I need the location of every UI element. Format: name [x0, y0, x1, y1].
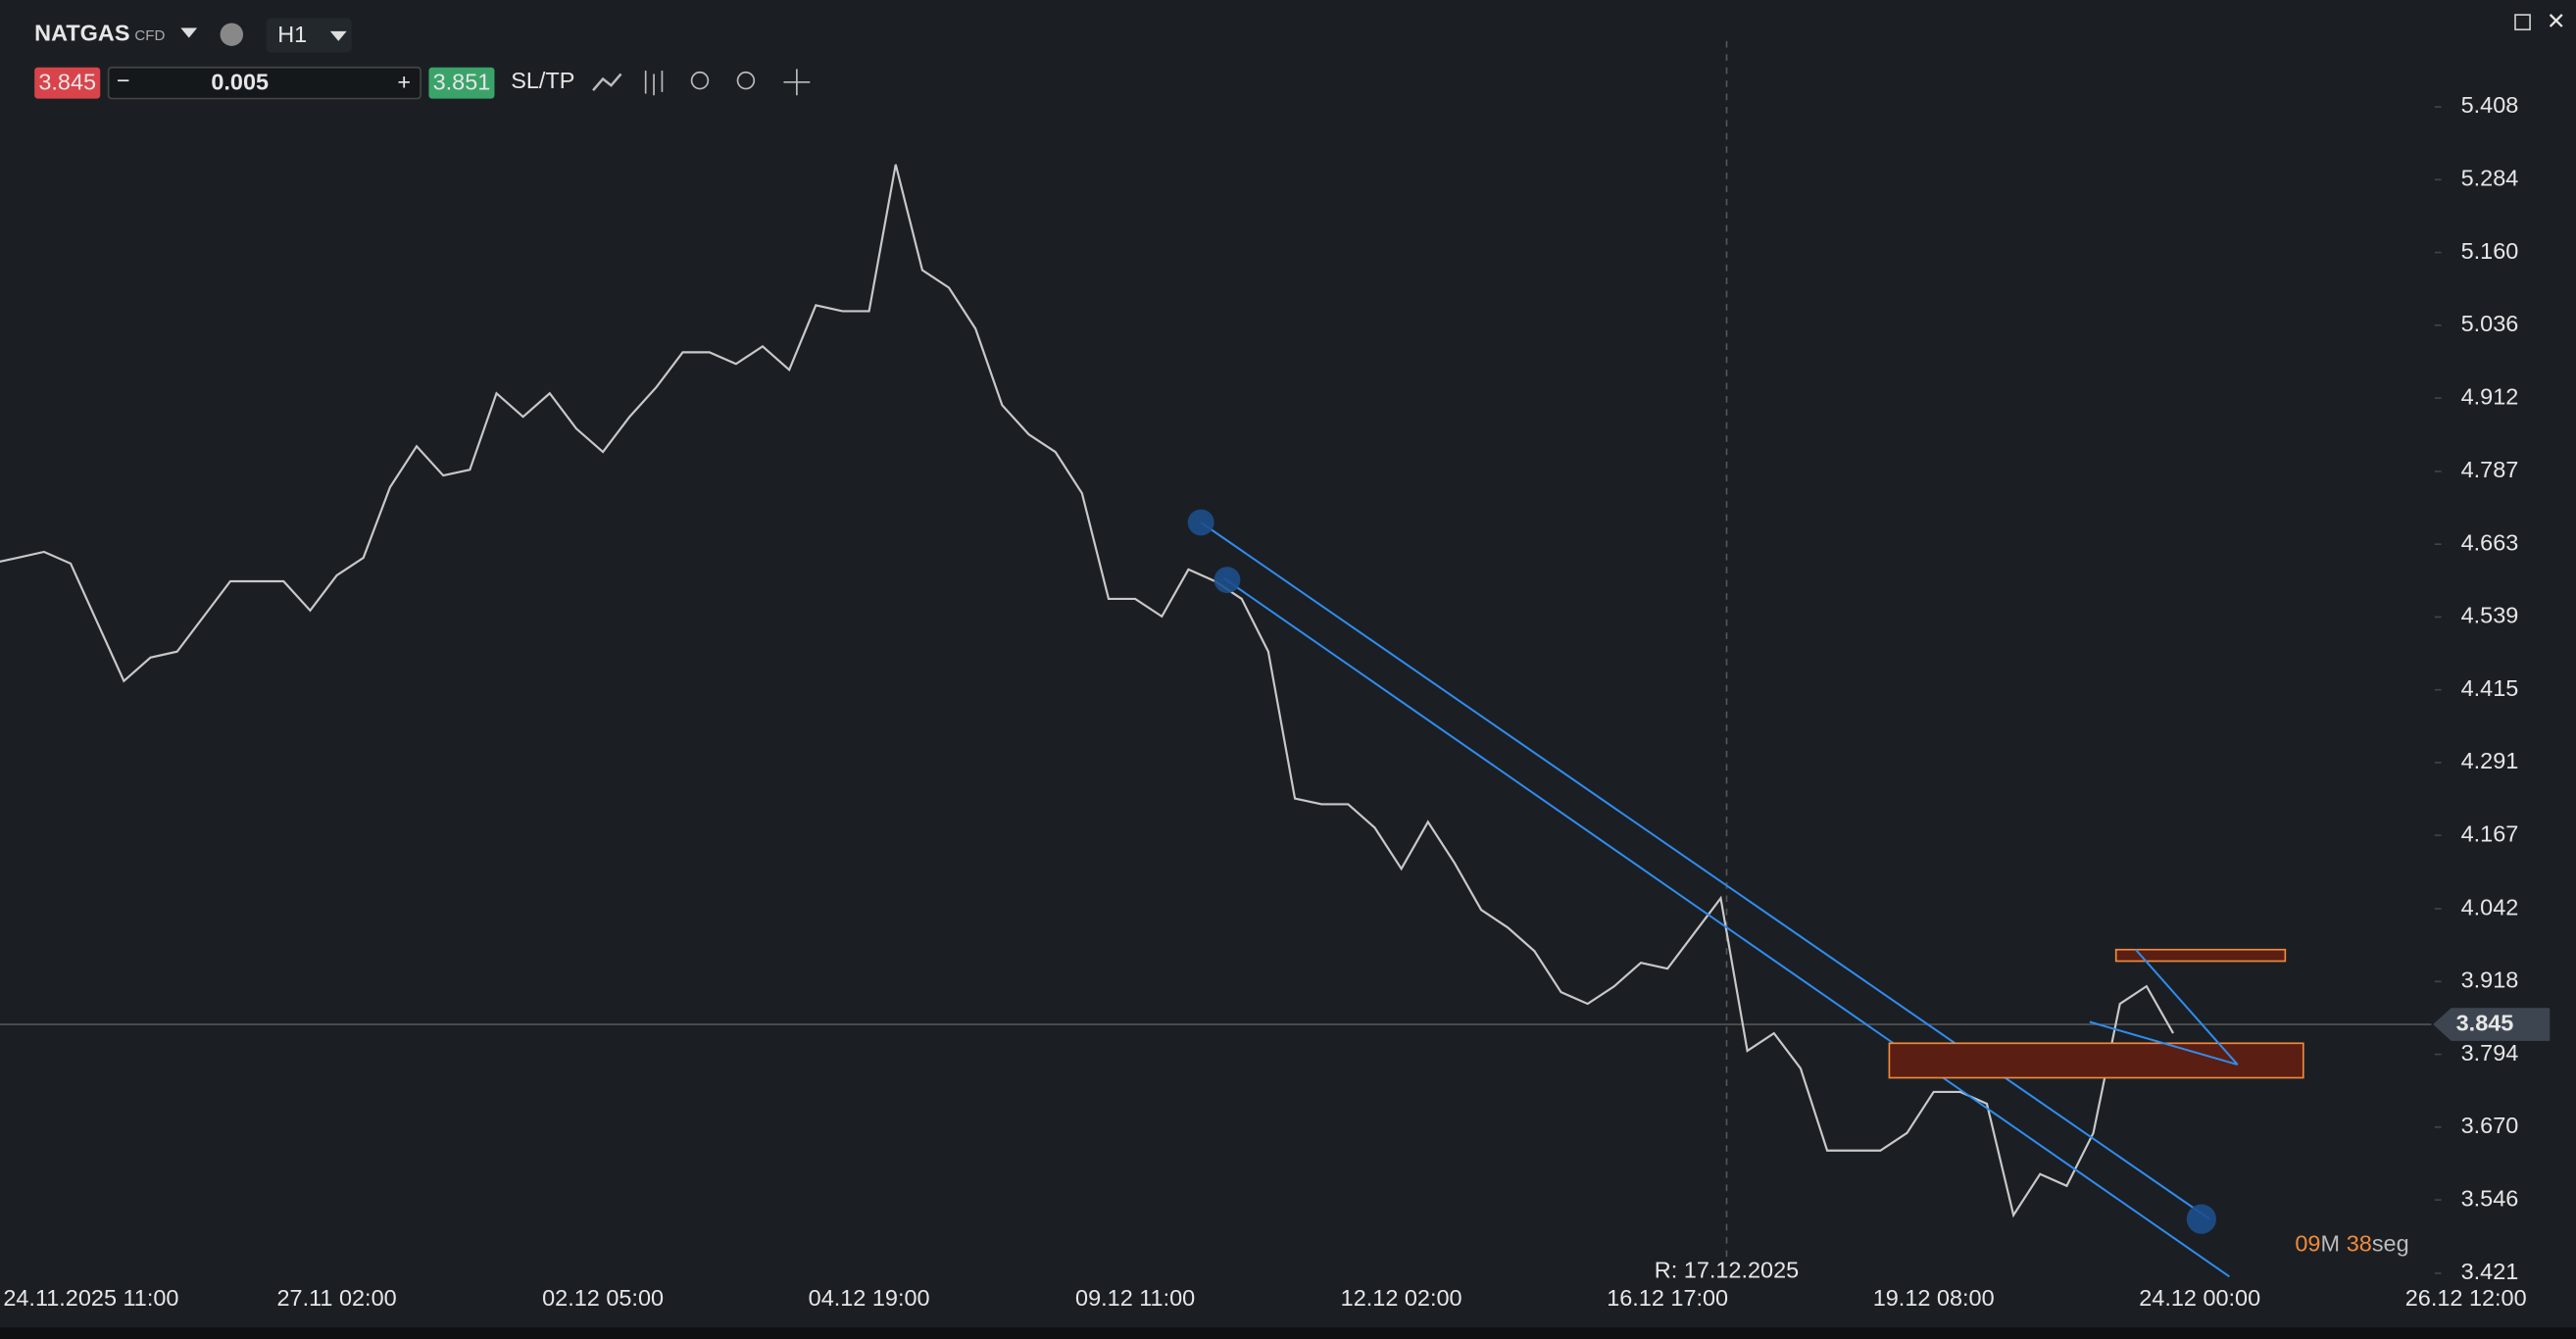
zone-rect[interactable]: [2114, 948, 2287, 963]
handle[interactable]: [2186, 1204, 2216, 1234]
timeframe[interactable]: H1: [277, 22, 307, 47]
x-tick-label: 24.12 00:00: [2139, 1285, 2260, 1311]
y-tick-label: 3.421: [2461, 1259, 2519, 1284]
price-line: [0, 164, 2174, 1218]
price-tag: [2433, 1008, 2551, 1041]
annotation: R: 17.12.2025: [1655, 1257, 1799, 1282]
y-tick-label: 4.167: [2461, 820, 2519, 846]
y-tick-label: 3.918: [2461, 967, 2519, 993]
sell-price[interactable]: 3.845: [38, 70, 96, 95]
x-tick-label: 04.12 19:00: [809, 1285, 930, 1311]
x-tick-label: 27.11 02:00: [277, 1285, 397, 1311]
x-tick-label: 02.12 05:00: [542, 1285, 664, 1311]
dropdown-arrow[interactable]: [180, 27, 198, 38]
drawings: [1187, 509, 2304, 1278]
dropdown-arrow[interactable]: [329, 30, 347, 41]
x-tick-label: 09.12 11:00: [1075, 1285, 1195, 1311]
timer-unit: seg: [2372, 1231, 2409, 1257]
y-tick-label: 4.539: [2461, 603, 2519, 628]
window-button[interactable]: [2514, 14, 2531, 31]
y-tick-label: 4.787: [2461, 457, 2519, 482]
minus[interactable]: −: [117, 68, 130, 93]
current-price-label: 3.845: [2456, 1010, 2514, 1035]
x-tick-label: 12.12 02:00: [1341, 1285, 1462, 1311]
plot-area: 5.408 5.284 5.160 5.036 4.912 4.787 4.663 4.539…: [0, 40, 2551, 1311]
buy-button[interactable]: [428, 67, 495, 99]
trend-line[interactable]: [1223, 577, 2230, 1278]
handle[interactable]: [1214, 567, 1241, 594]
trend-line[interactable]: [1200, 521, 2210, 1220]
sell-button[interactable]: [34, 67, 101, 99]
y-tick-label: 3.794: [2461, 1040, 2519, 1066]
y-tick-label: 5.160: [2461, 238, 2519, 264]
y-tick-label: 3.670: [2461, 1113, 2519, 1138]
instrument-type: CFD: [134, 27, 165, 44]
zone-rect[interactable]: [1888, 1042, 2304, 1079]
y-tick-label: 5.284: [2461, 166, 2519, 191]
info-icon[interactable]: [220, 23, 244, 46]
y-tick-label: 5.036: [2461, 311, 2519, 336]
timer-unit: M: [2320, 1231, 2340, 1257]
zoom-out[interactable]: [690, 71, 710, 90]
bottom-bar: [0, 1327, 2576, 1339]
plus[interactable]: +: [397, 70, 411, 95]
timer: 09M 38seg: [2295, 1231, 2408, 1257]
x-tick-label: 26.12 12:00: [2405, 1285, 2527, 1311]
x-tick-label: 19.12 08:00: [1873, 1285, 1995, 1311]
buy-price[interactable]: 3.851: [433, 70, 491, 95]
close-button[interactable]: ✕: [2547, 9, 2566, 34]
lot-input[interactable]: [107, 66, 421, 100]
y-tick-label: 4.663: [2461, 529, 2519, 555]
y-tick-label: 3.546: [2461, 1185, 2519, 1211]
zoom-in[interactable]: [736, 71, 756, 90]
y-tick-label: 4.291: [2461, 748, 2519, 773]
timer-minutes: 09: [2295, 1231, 2320, 1257]
line-icon[interactable]: [592, 73, 622, 92]
move-icon[interactable]: [783, 69, 811, 96]
trend-line[interactable]: [2089, 1020, 2239, 1066]
symbol[interactable]: NATGAS: [34, 20, 129, 45]
x-tick-label: 16.12 17:00: [1607, 1285, 1728, 1311]
candle-icon[interactable]: [644, 71, 664, 96]
toolbar: NATGAS CFD H1 3.845 − 0.005 + 3.851 SL/T…: [34, 9, 2566, 100]
sl-tp[interactable]: SL/TP: [511, 68, 574, 93]
y-tick-label: 4.415: [2461, 675, 2519, 701]
y-tick-label: 5.408: [2461, 92, 2519, 118]
y-tick-label: 4.042: [2461, 894, 2519, 919]
trend-line[interactable]: [2135, 949, 2239, 1066]
timeframe-box[interactable]: [266, 18, 352, 53]
y-tick-label: 4.912: [2461, 383, 2519, 409]
timer-seconds: 38: [2347, 1231, 2372, 1257]
handle[interactable]: [1187, 509, 1214, 536]
x-tick-label: 24.11.2025 11:00: [3, 1285, 178, 1311]
lot-size[interactable]: 0.005: [211, 70, 269, 95]
